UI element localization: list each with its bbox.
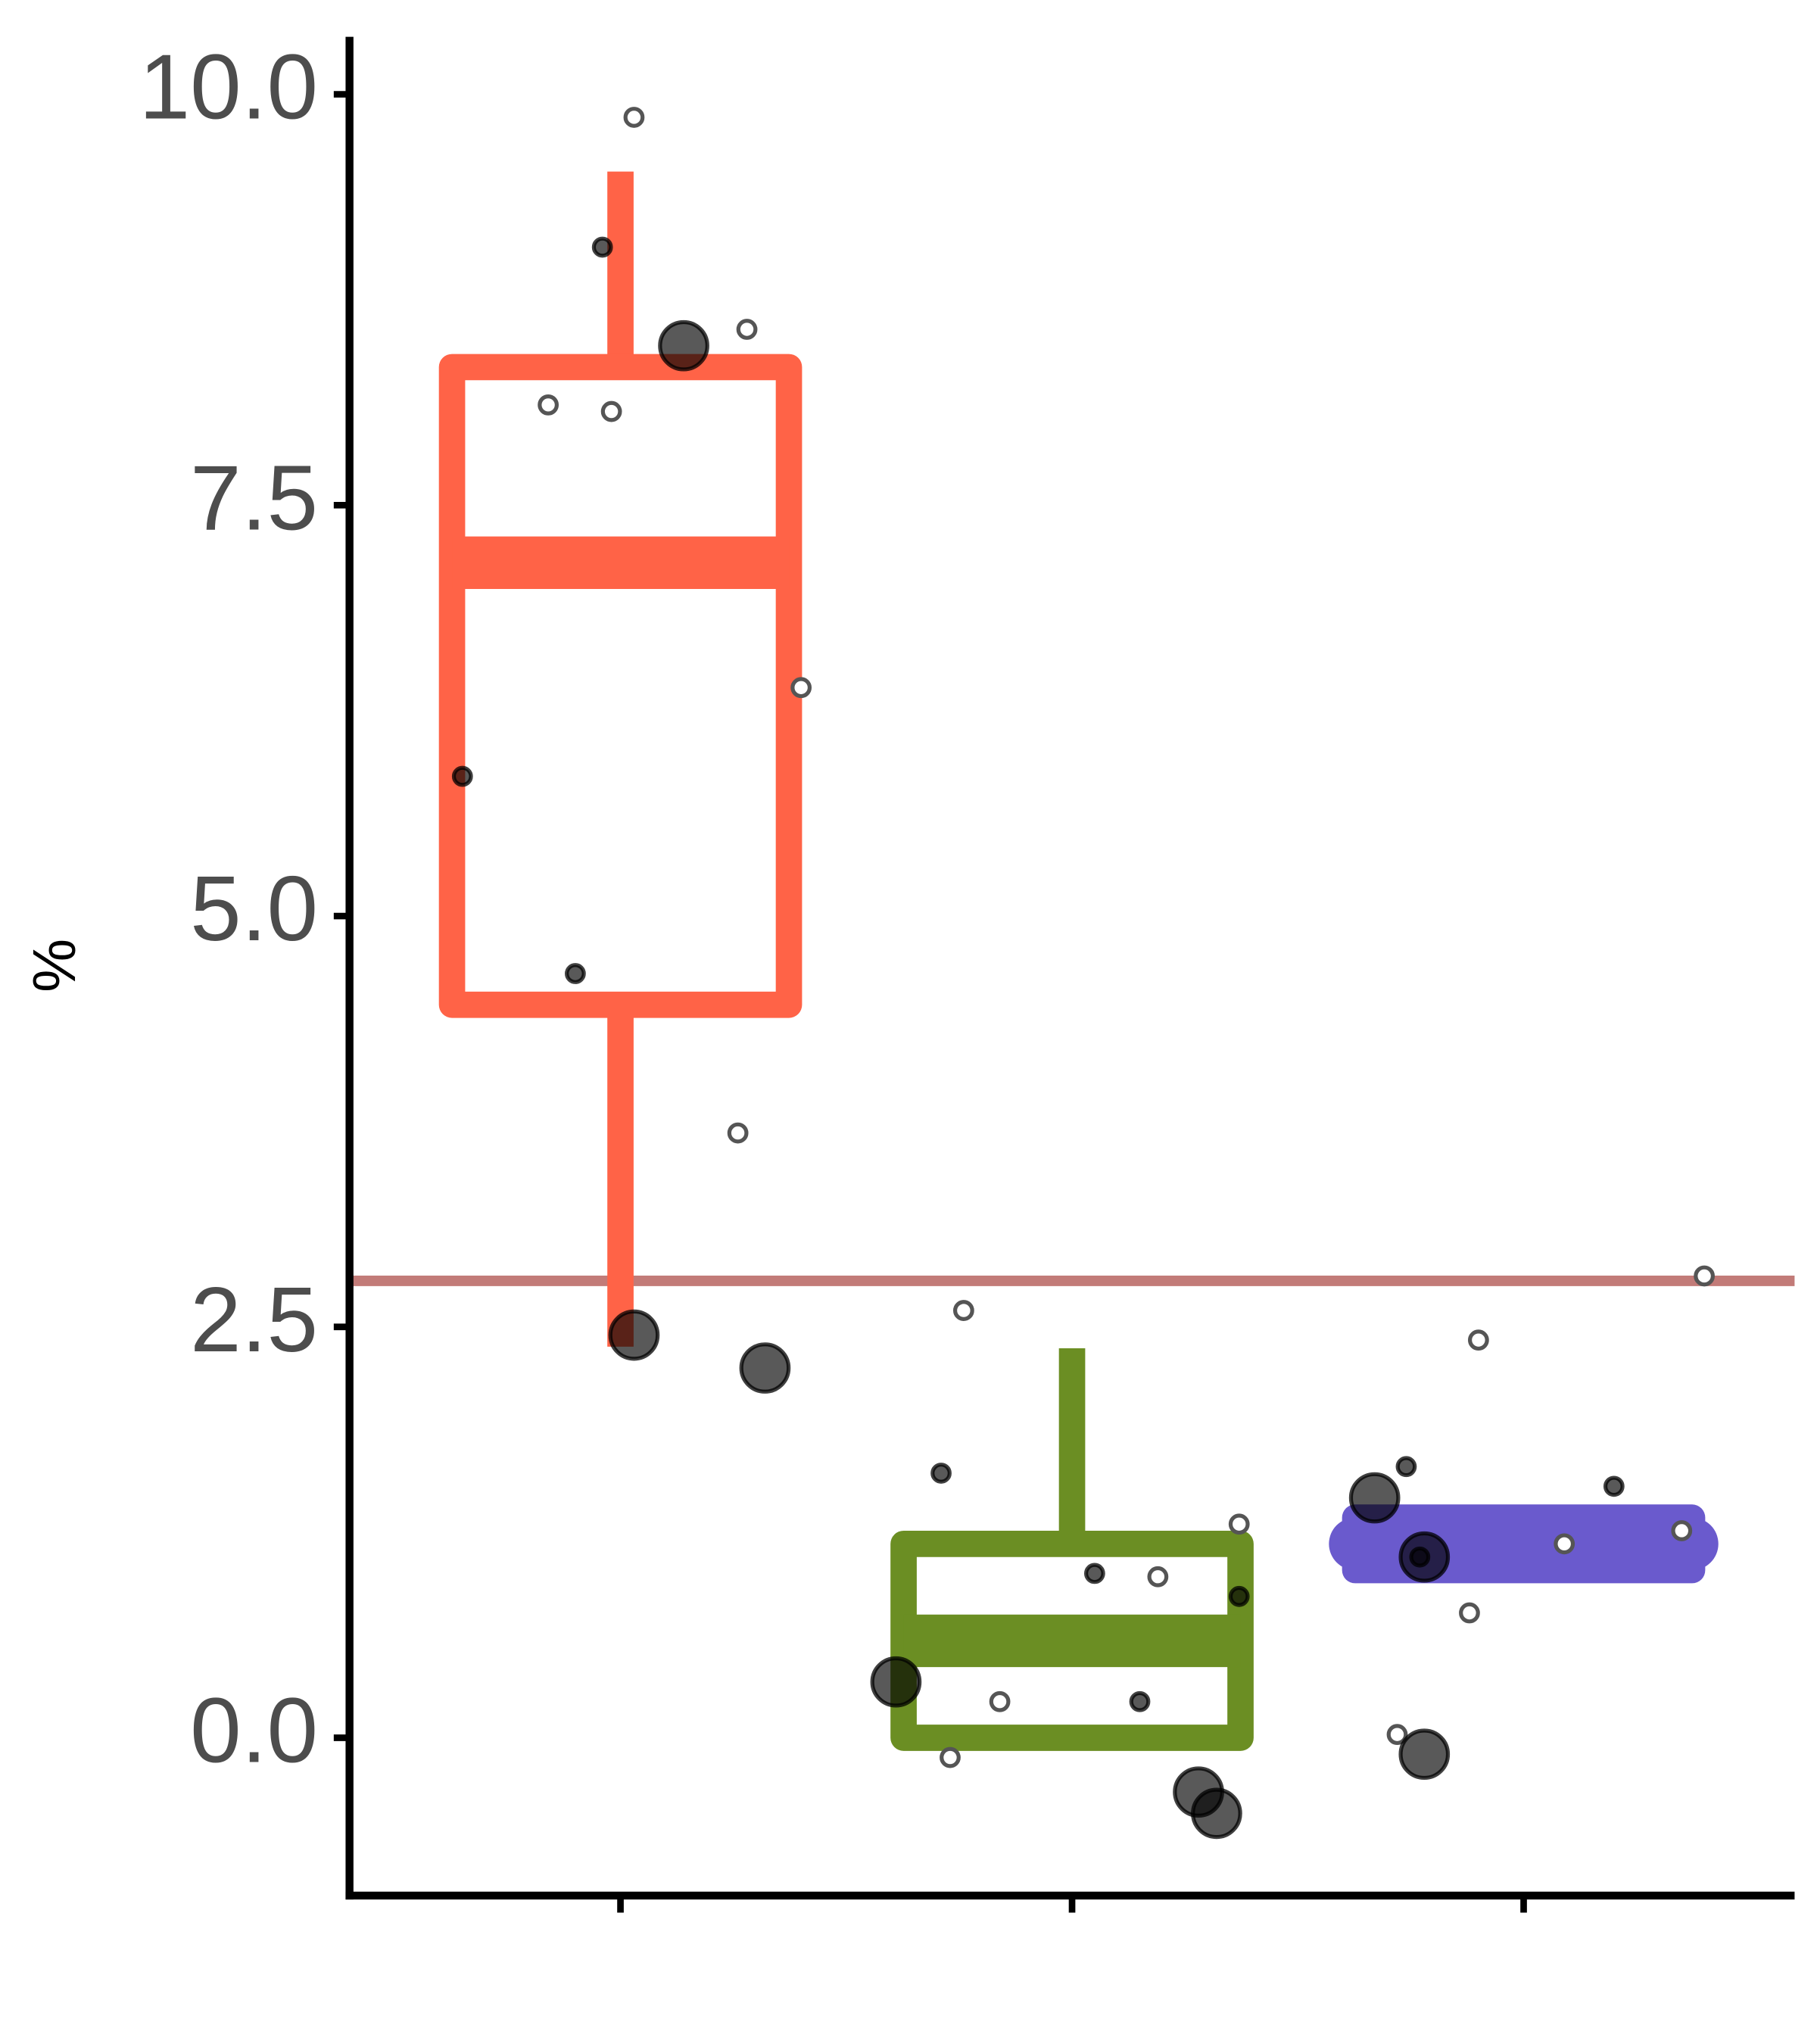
- y-tick-label: 10.0: [139, 36, 318, 139]
- point: [1459, 1602, 1480, 1624]
- point: [600, 400, 622, 422]
- point: [1467, 1329, 1489, 1351]
- point: [1554, 1533, 1575, 1555]
- point: [1228, 1513, 1250, 1535]
- point: [790, 677, 812, 699]
- point: [989, 1690, 1011, 1712]
- point: [1147, 1566, 1169, 1588]
- point: [1129, 1690, 1151, 1712]
- point: [608, 1309, 660, 1361]
- point: [451, 765, 473, 787]
- y-tick-label: 5.0: [190, 857, 318, 960]
- point: [870, 1656, 922, 1708]
- point: [565, 963, 586, 984]
- point: [1191, 1787, 1242, 1840]
- point: [538, 394, 559, 416]
- y-tick-label: 2.5: [190, 1268, 318, 1371]
- point: [1386, 1724, 1408, 1746]
- point: [1348, 1472, 1401, 1524]
- point: [591, 236, 613, 258]
- point: [930, 1463, 952, 1484]
- point: [739, 1342, 791, 1394]
- point: [1671, 1520, 1693, 1541]
- point: [736, 319, 758, 340]
- point: [658, 319, 709, 372]
- y-tick-label: 7.5: [190, 446, 318, 549]
- y-tick-label: 0.0: [190, 1679, 318, 1782]
- box: [438, 354, 803, 1018]
- point: [1603, 1475, 1625, 1497]
- point: [952, 1300, 974, 1321]
- point: [1398, 1728, 1451, 1781]
- point: [1398, 1531, 1451, 1583]
- point: [1694, 1265, 1715, 1287]
- point: [727, 1122, 749, 1144]
- point: [1083, 1563, 1105, 1584]
- point: [623, 107, 645, 128]
- point: [1395, 1456, 1417, 1478]
- y-axis-title: %: [20, 939, 88, 992]
- point: [1228, 1585, 1250, 1607]
- point: [940, 1746, 961, 1768]
